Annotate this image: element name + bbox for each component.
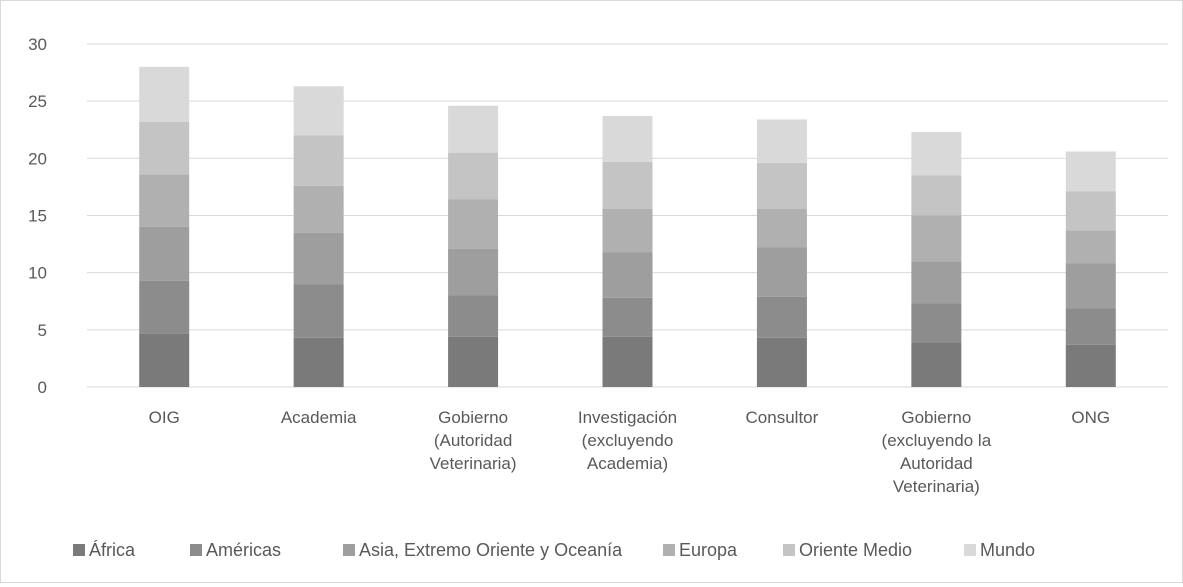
legend: África Américas Asia, Extremo Oriente y Oc… [73, 540, 1035, 560]
legend-swatch [964, 544, 976, 556]
bar-segment [1065, 263, 1116, 309]
legend-label: Europa [679, 540, 738, 560]
bar-segment [911, 132, 962, 176]
x-axis-ticks: OIG Academia Gobierno (Autoridad Veterinaria… [149, 408, 1111, 496]
bar-segment [602, 116, 653, 162]
bar-segment [911, 175, 962, 216]
bar-segment [448, 248, 499, 296]
bar-segment [911, 342, 962, 387]
bar-segment [756, 296, 807, 338]
legend-label: Américas [206, 540, 281, 560]
legend-swatch [343, 544, 355, 556]
bar-segment [911, 215, 962, 262]
y-tick-label: 20 [28, 149, 47, 168]
legend-swatch [190, 544, 202, 556]
y-tick-label: 5 [38, 321, 47, 340]
y-axis-ticks: 0 5 10 15 20 25 30 [28, 35, 47, 397]
bar-segment [293, 284, 344, 338]
legend-swatch [73, 544, 85, 556]
x-tick-label: Gobierno (Autoridad Veterinaria) [430, 408, 517, 473]
bar-segment [293, 86, 344, 136]
y-tick-label: 15 [28, 207, 47, 226]
bar-segment [756, 208, 807, 248]
bar-segment [1065, 230, 1116, 264]
bar-segment [602, 336, 653, 387]
legend-label: Mundo [980, 540, 1035, 560]
bar-segment [293, 337, 344, 387]
bar-segment [293, 135, 344, 186]
bar-segment [602, 161, 653, 209]
bar-segment [448, 336, 499, 387]
bar-segment [448, 152, 499, 200]
bar-segment [139, 174, 190, 227]
bar-segment [448, 295, 499, 337]
bar-segment [448, 199, 499, 249]
bar-segment [602, 252, 653, 298]
x-tick-label: ONG [1071, 408, 1110, 427]
bar-segment [139, 280, 190, 334]
x-tick-label: Gobierno (excluyendo la Autoridad Veterinar… [882, 408, 992, 496]
legend-label: África [89, 540, 136, 560]
bar-segment [293, 232, 344, 285]
bar-segment [293, 185, 344, 233]
bar-segment [139, 333, 190, 387]
legend-swatch [783, 544, 795, 556]
bar-segment [139, 121, 190, 175]
y-tick-label: 25 [28, 92, 47, 111]
bar-segment [1065, 151, 1116, 192]
y-tick-label: 0 [38, 378, 47, 397]
bar-segment [1065, 344, 1116, 387]
bar-segment [756, 119, 807, 163]
bar-segment [448, 105, 499, 153]
bar-segment [602, 208, 653, 253]
y-tick-label: 10 [28, 264, 47, 283]
bar-segment [756, 162, 807, 209]
x-tick-label: OIG [149, 408, 180, 427]
bar-segment [756, 247, 807, 297]
bar-segment [1065, 191, 1116, 231]
bars [139, 66, 1116, 387]
y-tick-label: 30 [28, 35, 47, 54]
legend-swatch [663, 544, 675, 556]
bar-segment [911, 261, 962, 304]
legend-label: Asia, Extremo Oriente y Oceanía [359, 540, 623, 560]
legend-label: Oriente Medio [799, 540, 912, 560]
bar-segment [756, 337, 807, 387]
bar-segment [139, 226, 190, 281]
bar-segment [911, 303, 962, 343]
x-tick-label: Consultor [746, 408, 819, 427]
bar-segment [139, 66, 190, 122]
x-tick-label: Academia [281, 408, 357, 427]
bar-segment [1065, 308, 1116, 345]
bar-segment [602, 297, 653, 337]
x-tick-label: Investigación (excluyendo Academia) [578, 408, 677, 473]
